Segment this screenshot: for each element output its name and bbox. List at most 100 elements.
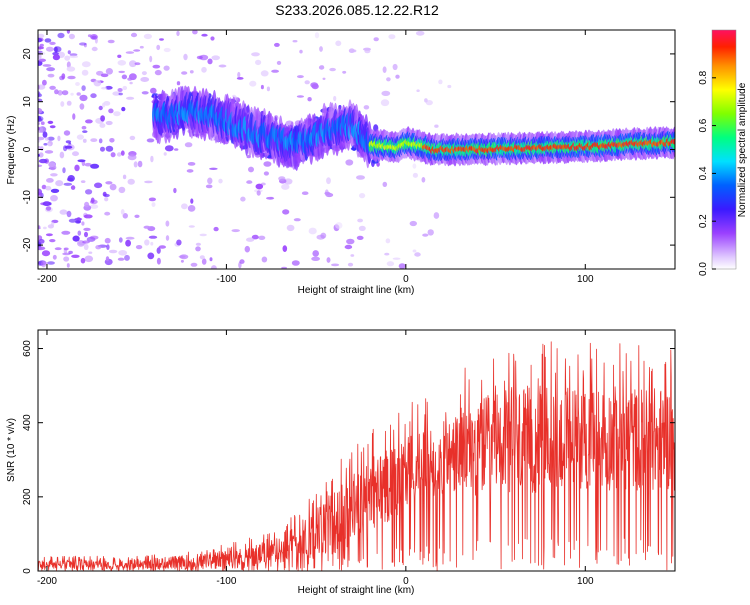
heatmap-cell xyxy=(173,187,177,194)
heatmap-cell xyxy=(164,145,174,152)
heatmap-cell xyxy=(113,111,121,117)
heatmap-cell xyxy=(95,245,102,250)
heatmap-cell xyxy=(117,54,122,58)
heatmap-cell xyxy=(292,40,298,43)
snr-ytick-label: 200 xyxy=(22,488,33,505)
heatmap-cell xyxy=(90,138,98,143)
heatmap-cell xyxy=(195,242,201,246)
snr-ticks: -200 -100 0 100 0 200 400 600 xyxy=(22,330,675,587)
heatmap-cell xyxy=(81,69,89,76)
heatmap-cell xyxy=(90,163,100,169)
heatmap-cell xyxy=(139,45,144,49)
heatmap-cell xyxy=(99,123,106,128)
heatmap-cell xyxy=(107,39,115,44)
heatmap-cell xyxy=(282,245,288,253)
heatmap-cell xyxy=(434,124,439,128)
heatmap-cell xyxy=(90,197,95,204)
heatmap-cell xyxy=(67,175,75,182)
heatmap-cell xyxy=(326,257,331,263)
heatmap-cell xyxy=(61,230,71,235)
heatmap-cell xyxy=(329,67,336,72)
heatmap-cell xyxy=(83,227,91,231)
heatmap-cell xyxy=(38,246,46,251)
heatmap-cell xyxy=(297,75,304,79)
heatmap-cell xyxy=(43,143,48,146)
heatmap-cell xyxy=(126,96,135,100)
heatmap-cell xyxy=(45,206,52,211)
heatmap-cell xyxy=(55,180,64,187)
heatmap-cell xyxy=(314,32,320,39)
colorbar-label: Normalized spectral amplitude xyxy=(737,82,748,217)
heatmap-cell xyxy=(255,183,264,190)
heatmap-cell xyxy=(134,62,141,66)
heatmap-cell xyxy=(231,229,240,233)
heatmap-cell xyxy=(46,178,54,183)
heatmap-cell xyxy=(72,151,79,157)
heatmap-cell xyxy=(79,42,87,46)
heatmap-cell xyxy=(240,196,246,202)
heatmap-cell xyxy=(392,257,401,260)
heatmap-cell xyxy=(236,77,244,80)
heatmap-cell xyxy=(47,136,55,141)
heatmap-cell xyxy=(70,185,76,190)
heatmap-cell xyxy=(415,30,425,36)
heatmap-cell xyxy=(373,37,379,42)
heatmap-cell xyxy=(127,178,135,185)
heatmap-cell xyxy=(59,151,65,159)
heatmap-cell xyxy=(49,125,56,129)
heatmap-cell xyxy=(60,101,65,107)
heatmap-cell xyxy=(251,234,259,240)
heatmap-cell xyxy=(43,226,47,230)
colorbar-tick-label: 0.0 xyxy=(698,262,709,276)
heatmap-cell xyxy=(205,184,213,189)
heatmap-cell xyxy=(308,227,317,235)
heatmap-cell xyxy=(117,257,125,261)
heatmap-cell xyxy=(129,60,137,68)
heatmap-cell xyxy=(385,238,391,244)
heatmap-cell xyxy=(82,240,90,244)
heatmap-cell xyxy=(81,85,86,91)
heatmap-cell xyxy=(72,113,76,120)
heatmap-cell xyxy=(382,66,387,73)
heatmap-cell xyxy=(179,254,189,260)
heatmap-xtick-label: -100 xyxy=(216,274,236,285)
heatmap-xtick-label: 100 xyxy=(577,274,594,285)
heatmap-xtick-label: 0 xyxy=(403,274,409,285)
heatmap-cell xyxy=(187,162,196,166)
heatmap-cell xyxy=(47,142,51,147)
heatmap-cell xyxy=(117,60,127,66)
heatmap-cell xyxy=(350,147,358,151)
heatmap-cell xyxy=(109,138,115,143)
heatmap-cell xyxy=(62,167,66,174)
heatmap-cell xyxy=(80,180,86,184)
heatmap-cell xyxy=(147,252,155,260)
colorbar-tick-label: 0.8 xyxy=(698,70,709,84)
heatmap-cell xyxy=(347,262,354,267)
heatmap-cell xyxy=(283,178,293,185)
heatmap-cell xyxy=(77,230,82,236)
heatmap-cell xyxy=(117,88,123,92)
heatmap-cell xyxy=(209,167,218,170)
heatmap-cell xyxy=(398,263,406,269)
heatmap-cell xyxy=(190,198,194,204)
heatmap-cell xyxy=(266,196,275,200)
heatmap-cell xyxy=(156,44,161,51)
heatmap-cell xyxy=(83,243,89,251)
colorbar-tick-label: 0.4 xyxy=(698,166,709,180)
heatmap-cell xyxy=(129,81,133,85)
heatmap-cell xyxy=(38,138,41,143)
heatmap-cell xyxy=(386,77,391,82)
heatmap-cell xyxy=(447,84,452,89)
heatmap-cell xyxy=(63,145,68,152)
heatmap-cell xyxy=(50,221,55,226)
heatmap-cell xyxy=(54,247,62,251)
heatmap-cell xyxy=(112,91,121,96)
heatmap-cell xyxy=(416,89,420,92)
heatmap-cell xyxy=(104,237,111,244)
heatmap-cell xyxy=(433,212,440,219)
snr-panel: -200 -100 0 100 0 200 400 600 Height of straigh… xyxy=(6,329,676,596)
heatmap-cell xyxy=(159,38,164,41)
heatmap-ytick-label: -10 xyxy=(22,190,33,205)
heatmap-cell xyxy=(184,142,193,148)
